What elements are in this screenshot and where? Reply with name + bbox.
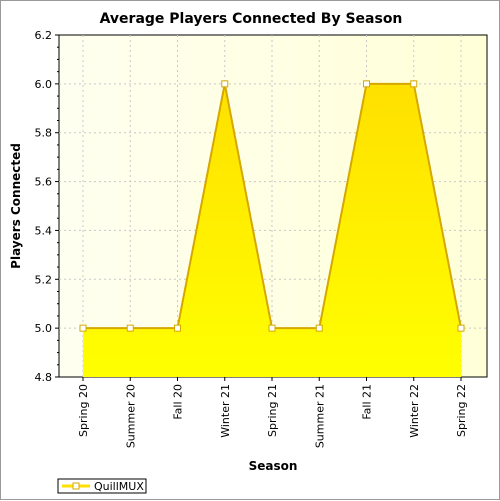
x-tick-label: Summer 20 [124, 384, 137, 448]
data-point-marker [315, 324, 323, 332]
data-point-marker [221, 80, 229, 88]
area-series-fill [83, 83, 461, 377]
chart-title: Average Players Connected By Season [100, 11, 403, 27]
data-point-marker [79, 324, 87, 332]
data-point-marker [268, 324, 276, 332]
x-axis-title: Season [249, 459, 298, 473]
x-tick-label: Spring 20 [77, 384, 90, 437]
data-point-marker [410, 80, 418, 88]
y-tick-label: 6.2 [35, 29, 53, 42]
y-axis-title: Players Connected [9, 143, 23, 269]
x-tick-label: Winter 21 [219, 384, 232, 438]
legend-box [57, 478, 147, 494]
legend: QuillMUX [57, 478, 147, 494]
x-axis-ticks: Spring 20 Summer 20 Fall 20 Winter 21 Spring… [77, 377, 468, 448]
y-tick-label: 5.2 [35, 273, 53, 286]
x-tick-label: Fall 21 [361, 384, 374, 420]
y-tick-label: 4.8 [35, 371, 53, 384]
data-markers [79, 80, 465, 332]
data-point-marker [126, 324, 134, 332]
x-tick-label: Fall 20 [172, 384, 185, 420]
data-point-marker [457, 324, 465, 332]
y-tick-label: 6.0 [35, 78, 53, 91]
data-point-marker [363, 80, 370, 88]
y-axis-ticks: 4.8 5.0 5.2 5.4 5.6 5.8 6.0 6.2 [35, 29, 59, 384]
y-tick-label: 5.6 [35, 176, 53, 189]
x-tick-label: Spring 22 [455, 384, 468, 437]
y-tick-label: 5.0 [35, 322, 53, 335]
x-tick-label: Spring 21 [266, 384, 279, 437]
x-tick-label: Winter 22 [408, 384, 421, 438]
legend-label: QuillMUX [94, 480, 144, 493]
x-tick-label: Summer 21 [313, 384, 326, 448]
data-point-marker [174, 324, 181, 332]
y-tick-label: 5.4 [35, 224, 53, 237]
y-tick-label: 5.8 [35, 127, 53, 140]
legend-swatch-marker [72, 482, 80, 490]
